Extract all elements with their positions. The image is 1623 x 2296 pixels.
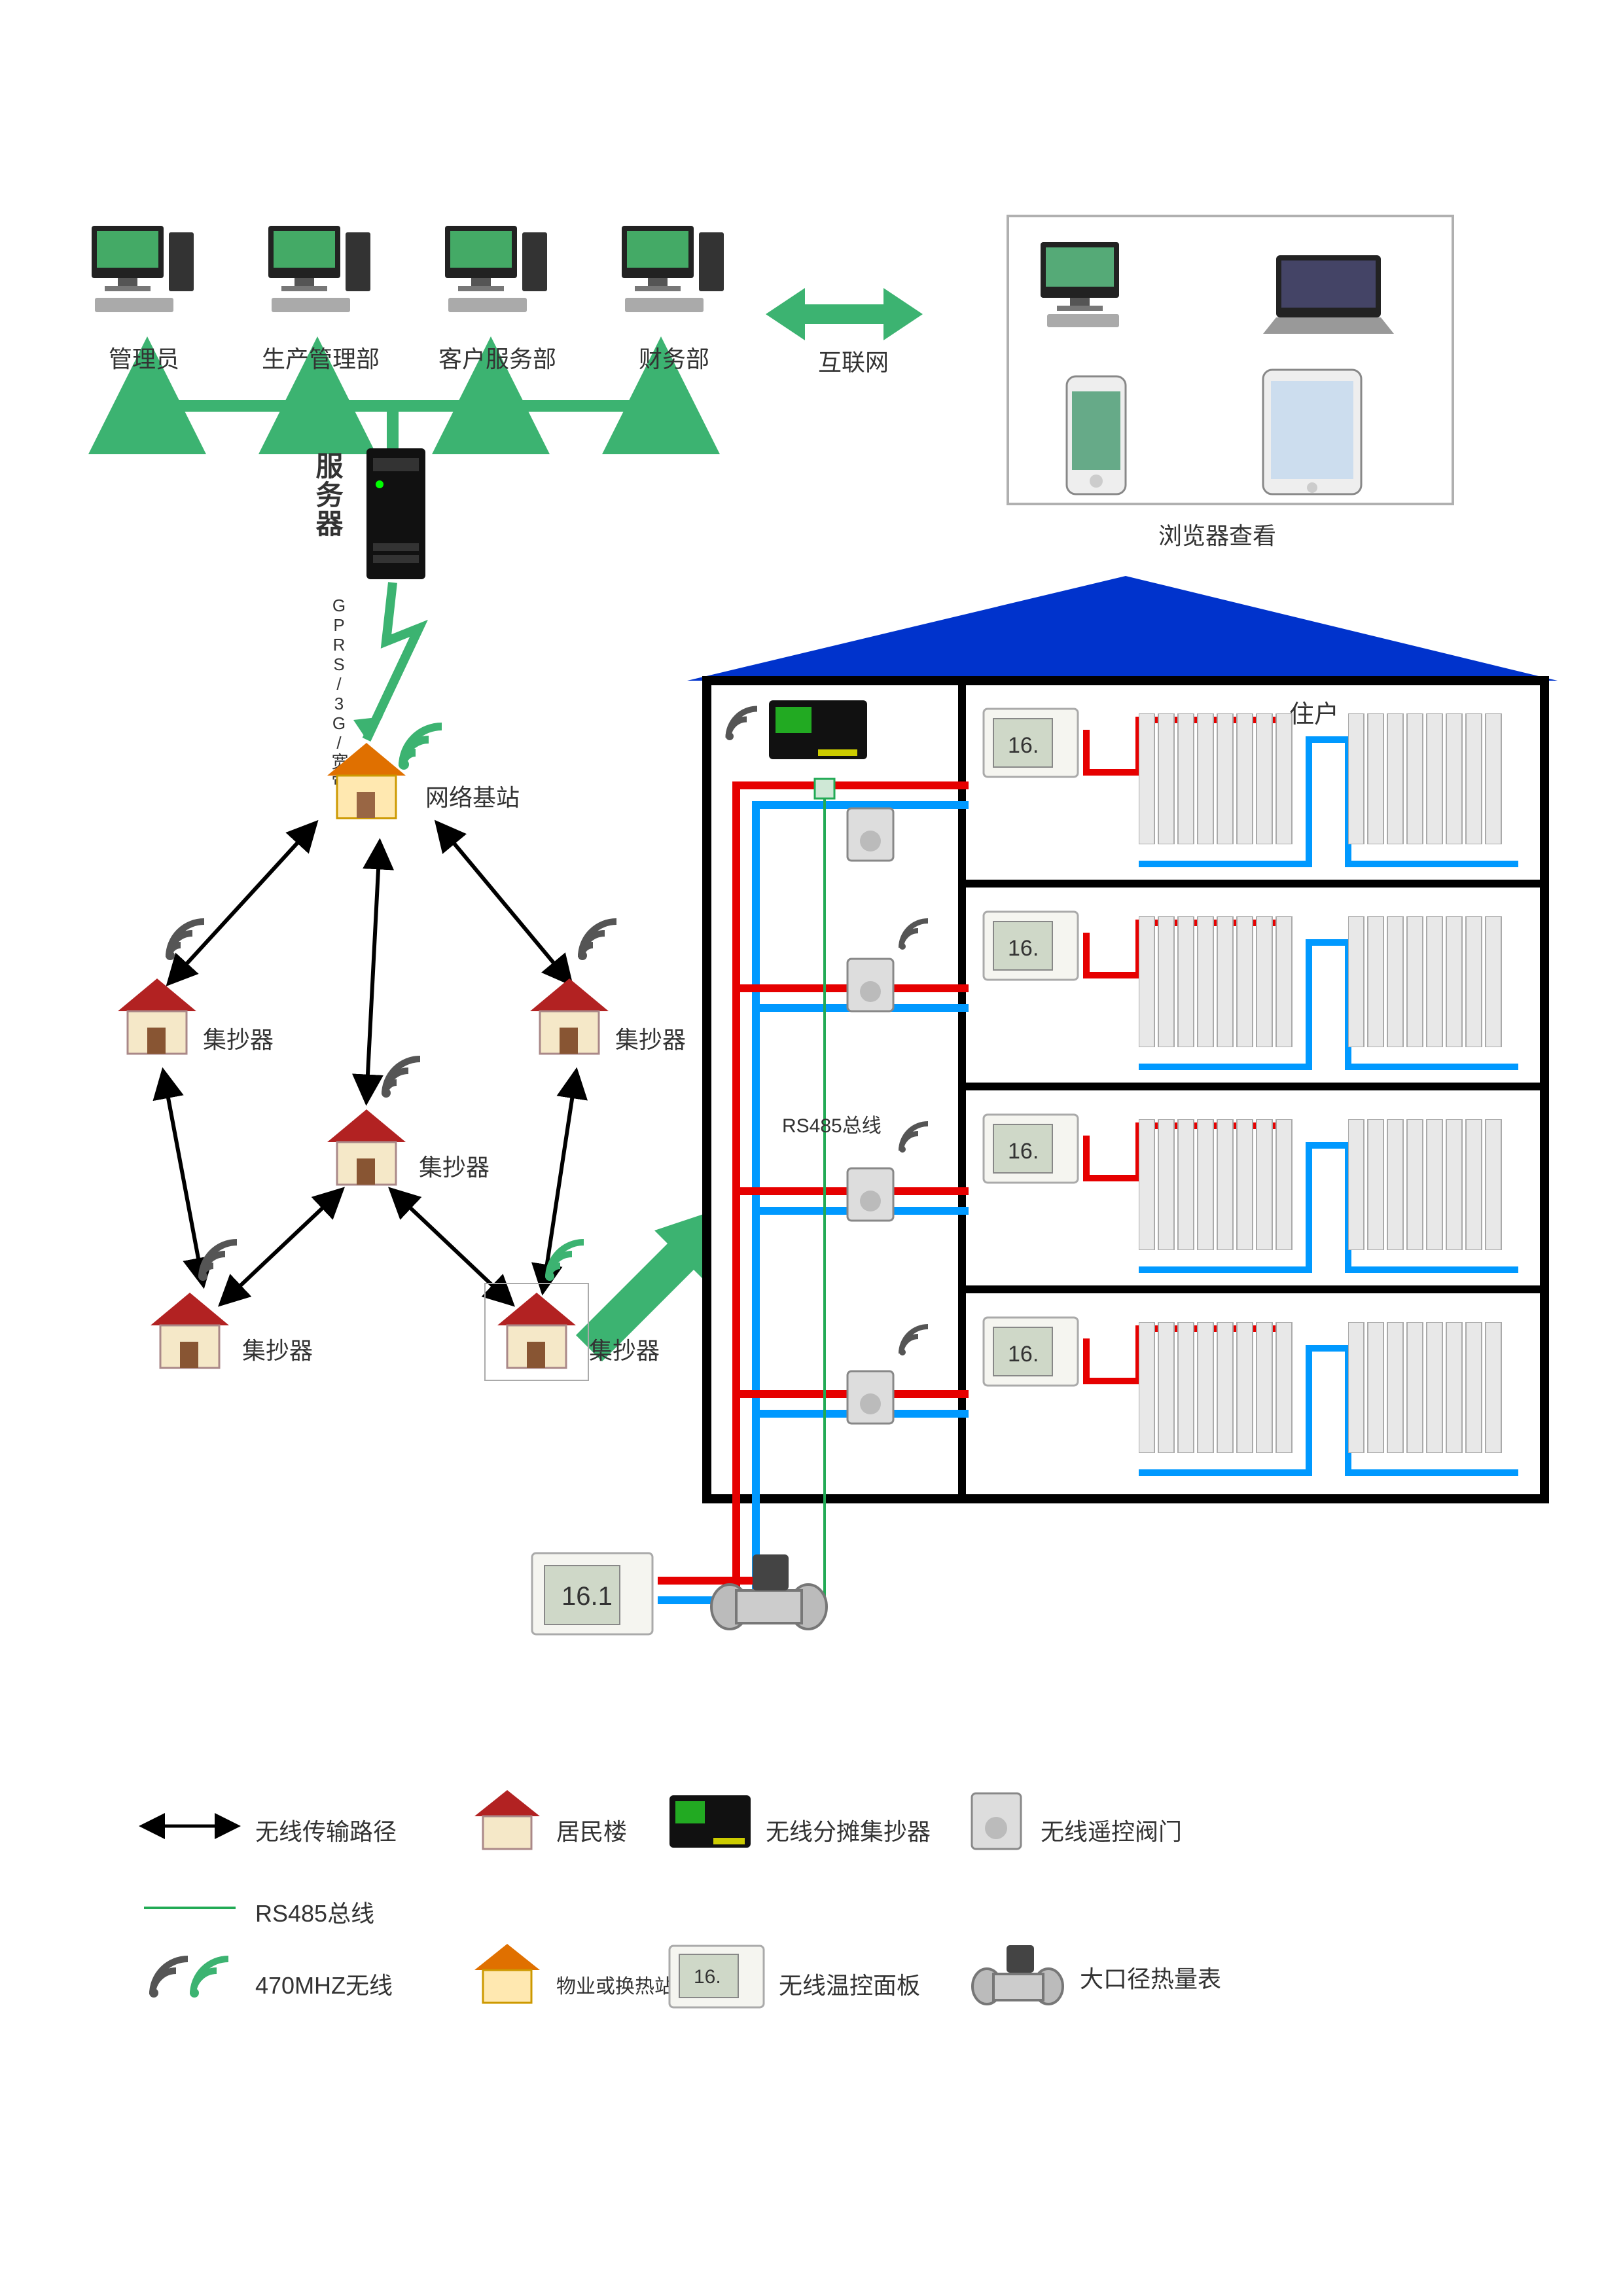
radiator-icon <box>1348 1322 1518 1456</box>
wifi-icon <box>897 916 933 956</box>
server-icon <box>353 445 438 586</box>
legend-wifi-icon <box>147 1954 232 2003</box>
collector-icon <box>524 975 615 1064</box>
bus-label: RS485总线 <box>782 1109 882 1138</box>
legend-text: 无线温控面板 <box>779 1967 920 2001</box>
legend-valve-icon <box>969 1790 1024 1856</box>
legend-text: 大口径热量表 <box>1080 1960 1221 1994</box>
collector-icon <box>111 975 203 1064</box>
computer-prod: 生产管理部 <box>262 219 380 337</box>
thermostat-icon: 16. <box>982 1113 1080 1188</box>
wifi-icon <box>164 916 209 965</box>
legend-text: 居民楼 <box>556 1813 627 1847</box>
collector-label: 集抄器 <box>419 1149 490 1183</box>
internet-label: 互联网 <box>818 344 889 378</box>
legend-flowmeter-icon <box>969 1937 1067 2013</box>
valve-icon <box>844 956 897 1018</box>
thermostat-icon: 16. <box>982 1316 1080 1391</box>
server-label: 服务器 <box>308 452 348 538</box>
wifi-icon <box>396 720 448 776</box>
collector-label: 集抄器 <box>615 1021 686 1055</box>
wifi-icon <box>380 1054 425 1103</box>
browser-desktop-icon <box>1034 236 1152 337</box>
legend-blackbox-icon <box>668 1793 753 1856</box>
computer-label: 客户服务部 <box>438 340 556 374</box>
radiator-icon <box>1139 713 1309 848</box>
computer-label: 生产管理部 <box>262 340 380 374</box>
lightning <box>366 583 419 740</box>
radiator-icon <box>1139 1322 1309 1456</box>
wifi-icon <box>897 1322 933 1361</box>
computer-cs: 客户服务部 <box>438 219 556 337</box>
valve-icon <box>844 1165 897 1227</box>
wifi-icon <box>543 1237 589 1286</box>
radiator-icon <box>1139 916 1309 1050</box>
collector-icon <box>144 1289 236 1378</box>
collector-label: 集抄器 <box>589 1332 660 1366</box>
basestation-label: 网络基站 <box>425 779 520 813</box>
computer-label: 财务部 <box>615 340 733 374</box>
legend-text: 无线遥控阀门 <box>1041 1813 1182 1847</box>
valve-icon <box>844 1368 897 1430</box>
computer-label: 管理员 <box>85 340 203 374</box>
legend-text: 470MHZ无线 <box>255 1967 393 2001</box>
blackbox-icon <box>766 697 870 772</box>
radiator-icon <box>1348 916 1518 1050</box>
svg-text:16.1: 16.1 <box>562 1582 613 1611</box>
wifi-icon <box>196 1237 242 1286</box>
legend-thermo-icon: 16. <box>668 1944 766 2013</box>
flowmeter-icon <box>707 1545 831 1640</box>
legend-house-red-icon <box>471 1787 543 1856</box>
svg-text:16.: 16. <box>1008 1139 1039 1164</box>
thermostat-icon: 16. <box>982 707 1080 782</box>
radiator-icon <box>1139 1119 1309 1253</box>
radiator-icon <box>1348 713 1518 848</box>
thermostat-icon: 16. <box>982 910 1080 985</box>
wifi-icon <box>723 704 762 746</box>
legend-text: 无线分摊集抄器 <box>766 1813 931 1847</box>
radiator-icon <box>1348 1119 1518 1253</box>
thermostat-icon: 16.1 <box>530 1551 654 1640</box>
wifi-icon <box>897 1119 933 1158</box>
wifi-icon <box>576 916 622 965</box>
legend-house-orange-icon <box>471 1941 543 2009</box>
collector-icon <box>321 1106 412 1194</box>
browser-box-label: 浏览器查看 <box>1158 517 1276 551</box>
browser-laptop-icon <box>1257 249 1400 344</box>
svg-text:16.: 16. <box>694 1966 721 1988</box>
computer-admin: 管理员 <box>85 219 203 337</box>
browser-tablet-icon <box>1257 367 1368 501</box>
browser-phone-icon <box>1060 373 1132 501</box>
svg-text:16.: 16. <box>1008 1342 1039 1367</box>
computer-fin: 财务部 <box>615 219 733 337</box>
svg-text:16.: 16. <box>1008 733 1039 758</box>
collector-label: 集抄器 <box>203 1021 274 1055</box>
valve-icon <box>844 805 897 867</box>
internet-arrow <box>766 288 923 340</box>
legend-text: 无线传输路径 <box>255 1813 397 1847</box>
legend-text: 物业或换热站 <box>556 1970 674 1999</box>
collector-label: 集抄器 <box>242 1332 313 1366</box>
legend-text: RS485总线 <box>255 1895 374 1929</box>
svg-text:16.: 16. <box>1008 936 1039 961</box>
collector-icon <box>491 1289 582 1378</box>
